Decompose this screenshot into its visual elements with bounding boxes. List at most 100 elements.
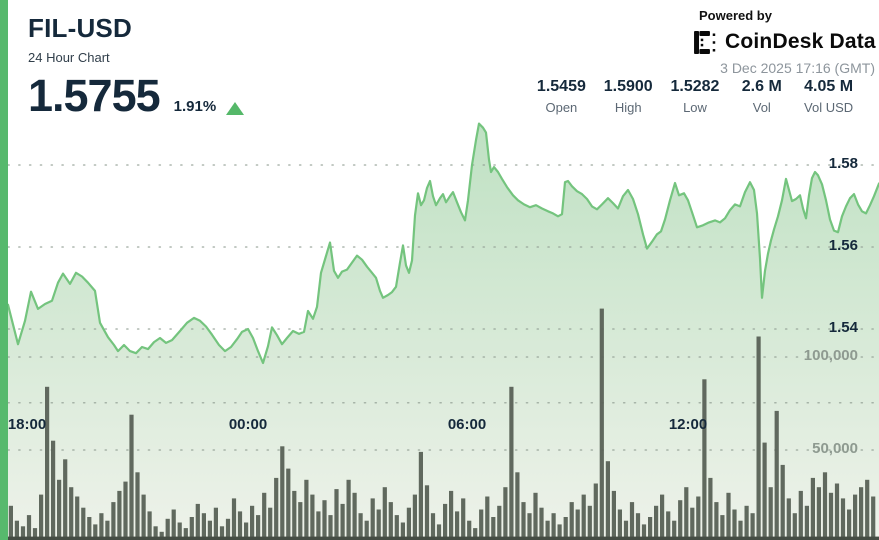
volume-bar <box>503 487 508 540</box>
stat-low-label: Low <box>683 100 707 115</box>
volume-bar <box>750 513 755 540</box>
volume-baseline <box>8 536 879 540</box>
volume-bar <box>853 494 858 540</box>
volume-bar <box>304 479 309 540</box>
volume-bar <box>732 509 737 540</box>
stat-open: 1.5459 Open <box>528 78 595 115</box>
stat-high-label: High <box>614 100 642 115</box>
volume-bar <box>117 490 122 540</box>
volume-bar <box>406 507 411 540</box>
volume-bar <box>593 483 598 540</box>
stat-vol-usd-value: 4.05 M <box>804 78 854 95</box>
volume-bar <box>382 487 387 540</box>
volume-bar <box>424 485 430 540</box>
volume-bar <box>135 472 140 540</box>
volume-bar <box>690 507 695 540</box>
volume-bar <box>292 490 297 540</box>
volume-bar <box>714 502 719 540</box>
volume-bar <box>69 487 74 540</box>
volume-bar <box>75 496 80 540</box>
volume-bar <box>370 498 375 540</box>
volume-bar <box>871 496 876 540</box>
volume-bar <box>623 520 629 540</box>
volume-bar <box>189 517 194 540</box>
volume-bar <box>81 507 86 540</box>
volume-bar <box>708 477 713 540</box>
coindesk-data-logo[interactable]: CoinDesk Data <box>694 30 876 54</box>
volume-bar <box>473 528 478 540</box>
volume-bar <box>810 477 815 540</box>
volume-bar <box>111 502 116 540</box>
volume-bar <box>672 520 677 540</box>
stat-high-value: 1.5900 <box>603 78 653 95</box>
volume-bar <box>738 520 743 540</box>
powered-by-label: Powered by <box>699 8 772 23</box>
change-percent: 1.91% <box>173 98 217 115</box>
volume-bar <box>195 503 200 540</box>
stat-low: 1.5282 Low <box>662 78 729 115</box>
volume-bar <box>557 524 562 540</box>
volume-bar <box>720 515 725 540</box>
volume-bar <box>569 502 574 540</box>
volume-bar <box>840 498 846 540</box>
volume-bar <box>183 528 188 540</box>
volume-bar <box>780 464 785 540</box>
header: FIL-USD 24 Hour Chart 1.5755 1.91% <box>28 13 245 121</box>
volume-bar <box>605 461 610 540</box>
volume-bar <box>237 511 243 540</box>
volume-bar <box>527 513 532 540</box>
volume-bar <box>388 502 393 540</box>
volume-bar <box>599 308 604 540</box>
volume-bar <box>617 509 622 540</box>
volume-bar <box>280 446 285 540</box>
volume-bar <box>744 505 749 540</box>
volume-bar <box>816 487 821 540</box>
volume-bar <box>756 336 761 540</box>
volume-bar <box>26 515 32 540</box>
left-accent-bar <box>0 0 8 540</box>
volume-bar <box>225 518 231 540</box>
volume-bar <box>99 513 104 540</box>
volume-bar <box>93 524 98 540</box>
volume-bar <box>581 494 586 540</box>
volume-bar <box>648 517 653 540</box>
volume-bar <box>153 526 158 540</box>
symbol-title: FIL-USD <box>28 13 132 43</box>
branding: Powered by CoinDesk Data 3 Dec 2025 17:1… <box>694 8 876 76</box>
chart-timestamp: 3 Dec 2025 17:16 (GMT) <box>720 60 875 76</box>
stat-open-value: 1.5459 <box>536 78 586 95</box>
volume-bar <box>660 494 665 540</box>
volume-bar <box>286 468 291 540</box>
volume-bar <box>804 505 809 540</box>
up-triangle-icon <box>226 102 245 115</box>
volume-bar <box>792 513 797 540</box>
volume-bar <box>847 509 852 540</box>
volume-bar <box>834 483 840 540</box>
volume-bar <box>394 515 399 540</box>
volume-bar <box>533 492 538 540</box>
volume-bar <box>762 442 767 540</box>
volume-bar <box>418 451 423 540</box>
volume-bar <box>491 517 496 540</box>
volume-bar <box>449 490 454 540</box>
volume-bar <box>129 414 134 540</box>
current-price: 1.5755 <box>28 70 161 121</box>
volume-bar <box>521 502 526 540</box>
volume-bar <box>159 531 164 540</box>
volume-bar <box>63 459 68 540</box>
stat-high: 1.5900 High <box>595 78 662 115</box>
volume-bar <box>105 520 110 540</box>
volume-bar <box>340 503 345 540</box>
chart-subtitle: 24 Hour Chart <box>28 50 110 65</box>
volume-bar <box>865 479 870 540</box>
volume-bar <box>268 507 273 540</box>
volume-bar <box>165 518 170 540</box>
volume-bar <box>430 513 436 540</box>
volume-bar <box>358 513 363 540</box>
volume-bar <box>207 520 212 540</box>
volume-bar <box>256 515 261 540</box>
volume-bar <box>14 520 19 540</box>
volume-bar <box>497 505 502 540</box>
coindesk-logo-icon <box>694 30 716 54</box>
